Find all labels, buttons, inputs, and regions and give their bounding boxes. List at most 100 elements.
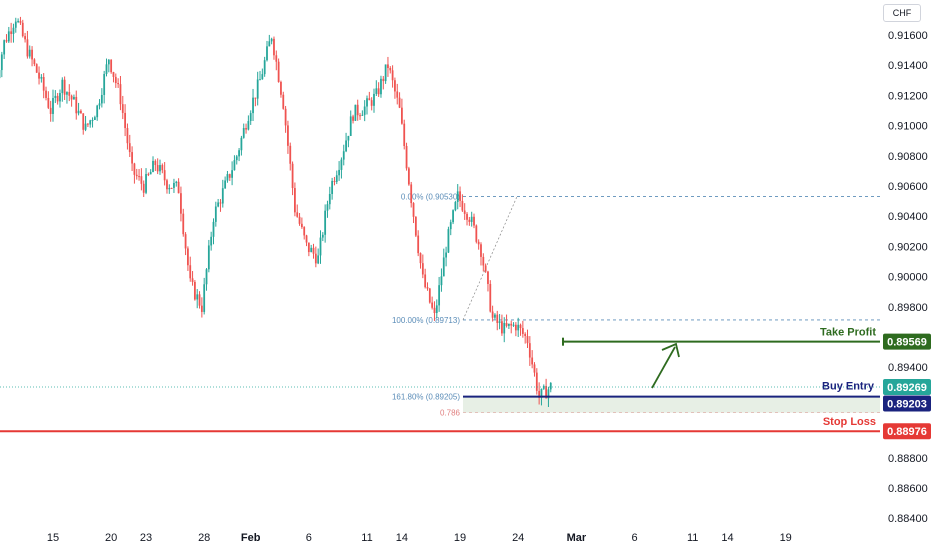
candle-body [361, 114, 364, 116]
candle-body [266, 46, 268, 61]
candle-body [140, 176, 143, 184]
candle-body [68, 92, 71, 96]
candle-body [240, 137, 243, 151]
candle-body [526, 335, 529, 344]
date-tick-label: 14 [721, 532, 733, 544]
candle-body [503, 322, 506, 334]
candle-body [249, 113, 252, 122]
candle-body [412, 203, 415, 217]
candle-body [514, 324, 517, 331]
candle-body [417, 235, 420, 254]
candle-body [73, 96, 75, 100]
candle-body [152, 160, 154, 172]
candle-body [142, 183, 145, 193]
candle-body [289, 145, 292, 164]
candle-body [428, 288, 431, 303]
candle-body [40, 77, 43, 79]
candle-body [326, 204, 329, 211]
candle-body [70, 95, 73, 100]
fib-anchor-line [462, 196, 518, 321]
candle-body [114, 76, 117, 84]
candle-body [312, 247, 315, 254]
stop-loss-tag-text: 0.88976 [887, 426, 927, 438]
candle-body [394, 80, 396, 92]
candle-body [86, 123, 89, 125]
candle-body [189, 265, 192, 279]
candle-body [356, 104, 359, 116]
candle-body [49, 107, 52, 114]
candle-body [166, 180, 168, 190]
candle-body [35, 64, 38, 73]
candle-body [14, 21, 17, 28]
candle-body [105, 64, 108, 74]
entry-zone [463, 396, 880, 413]
price-tick-label: 0.90400 [888, 211, 928, 223]
candle-body [359, 115, 361, 117]
candle-body [182, 213, 185, 235]
candle-body [214, 206, 217, 222]
stop-loss-tag-bg [883, 423, 931, 440]
candle-body [287, 125, 289, 146]
candle-body [207, 245, 210, 270]
candle-body [368, 98, 371, 101]
candle-body [305, 235, 308, 243]
candle-body [319, 237, 322, 256]
candle-body [505, 322, 508, 326]
candle-body [491, 311, 494, 318]
candle-body [310, 247, 313, 253]
candle-body [47, 97, 50, 108]
candle-body [21, 22, 24, 37]
candle-body [3, 40, 6, 55]
date-tick-label: 14 [396, 532, 408, 544]
candle-body [512, 324, 515, 326]
candle-body [254, 97, 257, 99]
stop-loss-label: Stop Loss [823, 416, 876, 428]
currency-badge[interactable]: CHF [883, 4, 921, 22]
candle-body [93, 117, 96, 121]
date-tick-label: 28 [198, 532, 210, 544]
candle-body [45, 90, 47, 98]
candle-body [294, 188, 296, 213]
candle-body [128, 143, 131, 153]
candle-body [224, 180, 227, 189]
date-tick-label: Feb [241, 532, 261, 544]
candle-body [270, 38, 273, 42]
time-axis[interactable]: 15 20 23 28 Feb 6 11 14 19 24 Mar 6 11 14 19 [47, 532, 792, 544]
candle-body [445, 252, 447, 258]
price-tick-label: 0.88600 [888, 483, 928, 495]
candle-body [370, 100, 373, 106]
candle-body [389, 67, 392, 71]
candle-body [542, 386, 545, 389]
candle-body [112, 72, 115, 77]
candle-body [442, 257, 445, 277]
candle-body [324, 210, 327, 235]
candle-body [238, 150, 240, 157]
candle-body [333, 181, 336, 183]
price-axis[interactable]: 0.91600 0.91400 0.91200 0.91000 0.90800 0.906… [888, 30, 928, 525]
candle-body [498, 321, 501, 323]
candle-body [161, 165, 164, 171]
fib-label-100: 100.00% (0.89713) [392, 316, 460, 325]
candle-body [433, 307, 436, 314]
candle-body [173, 182, 175, 188]
candle-body [447, 229, 450, 253]
candle-body [298, 216, 301, 224]
candle-body [296, 212, 299, 217]
candle-body [5, 40, 8, 42]
candle-body [242, 128, 245, 138]
candle-body [261, 74, 264, 80]
candle-body [256, 79, 259, 99]
candle-body [438, 285, 441, 306]
candle-body [10, 31, 13, 34]
date-tick-label: 6 [306, 532, 312, 544]
date-tick-label: 23 [140, 532, 152, 544]
candle-body [135, 174, 138, 177]
price-tags: 0.89569 0.89203 0.89269 0.88976 [883, 333, 931, 440]
candle-body [484, 265, 487, 272]
arrowhead-icon [661, 342, 680, 358]
candle-body [31, 49, 33, 60]
candle-body [410, 184, 413, 204]
candle-body [482, 256, 485, 266]
candle-body [300, 223, 303, 228]
